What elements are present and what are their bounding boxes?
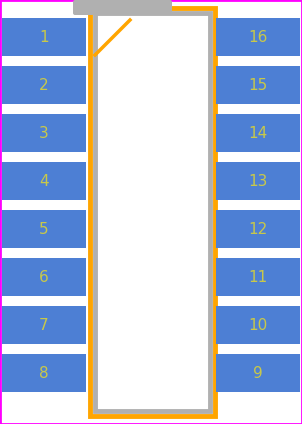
Bar xyxy=(216,66,300,104)
Text: 16: 16 xyxy=(248,30,268,45)
Bar xyxy=(216,114,300,152)
Bar xyxy=(216,306,300,344)
Bar xyxy=(2,258,86,296)
Text: 13: 13 xyxy=(248,173,268,189)
Text: 3: 3 xyxy=(39,126,49,140)
Bar xyxy=(216,162,300,200)
Text: 11: 11 xyxy=(248,270,268,285)
Bar xyxy=(216,210,300,248)
Bar xyxy=(216,258,300,296)
FancyBboxPatch shape xyxy=(73,0,172,15)
Bar xyxy=(90,8,215,416)
Bar xyxy=(95,13,210,411)
Text: 15: 15 xyxy=(248,78,268,92)
Bar xyxy=(216,18,300,56)
Text: 7: 7 xyxy=(39,318,49,332)
Bar xyxy=(2,210,86,248)
Bar xyxy=(2,18,86,56)
Text: 14: 14 xyxy=(248,126,268,140)
Text: 5: 5 xyxy=(39,221,49,237)
Text: 8: 8 xyxy=(39,365,49,380)
Text: 1: 1 xyxy=(39,30,49,45)
Bar xyxy=(2,162,86,200)
Text: 12: 12 xyxy=(248,221,268,237)
Text: 2: 2 xyxy=(39,78,49,92)
Bar xyxy=(2,306,86,344)
Text: 6: 6 xyxy=(39,270,49,285)
Text: 10: 10 xyxy=(248,318,268,332)
Text: 4: 4 xyxy=(39,173,49,189)
Bar xyxy=(2,114,86,152)
Bar xyxy=(2,66,86,104)
Bar xyxy=(216,354,300,392)
Bar xyxy=(2,354,86,392)
Text: 9: 9 xyxy=(253,365,263,380)
